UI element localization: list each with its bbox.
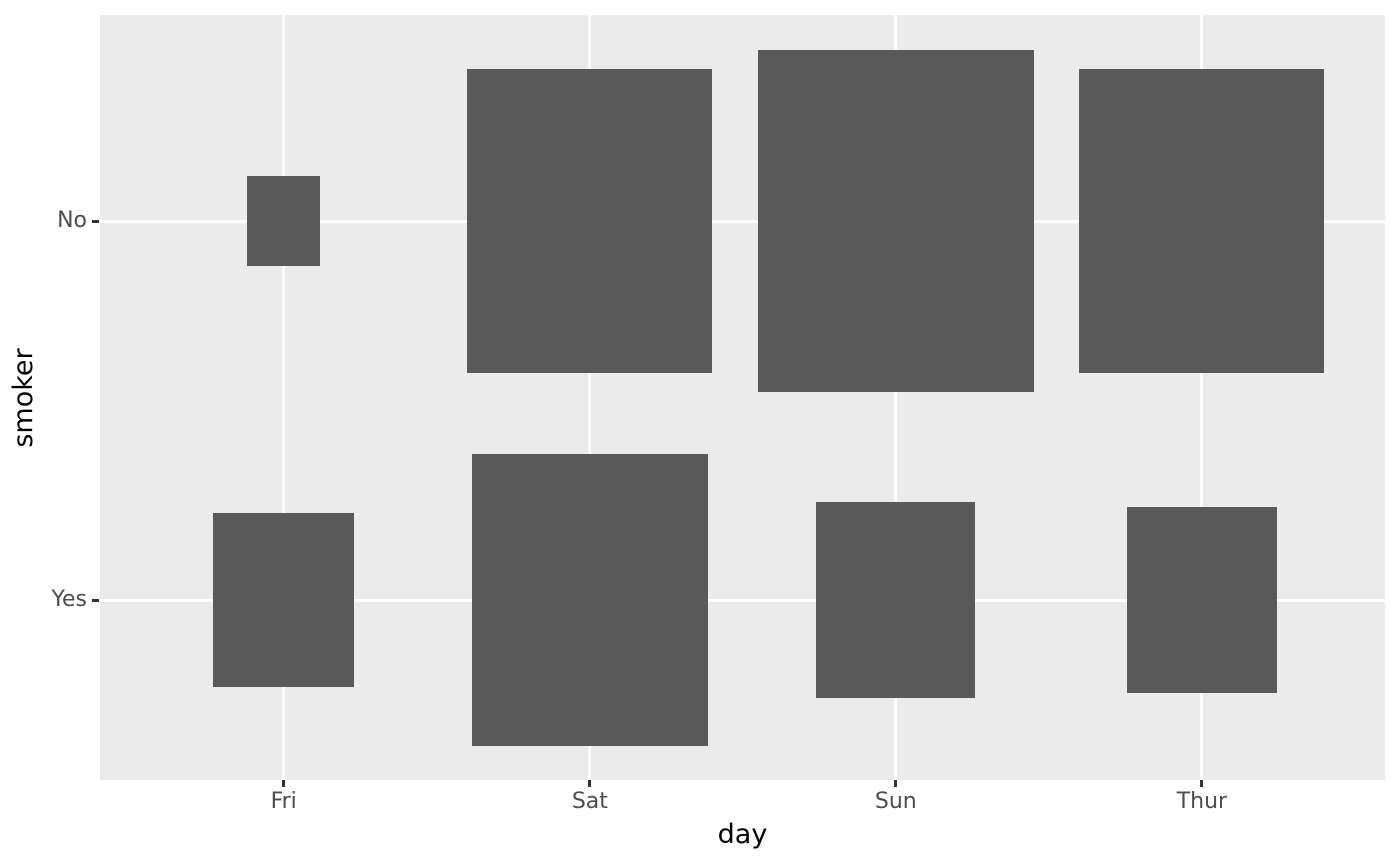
x-tick-label-Sat: Sat (571, 789, 608, 814)
x-tick-label-Sun: Sun (874, 789, 917, 814)
count-mark-Sun-Yes (816, 501, 976, 699)
x-tick-Sun (894, 780, 898, 787)
y-tick-label-No: No (57, 208, 87, 233)
x-tick-label-Thur: Thur (1176, 789, 1228, 814)
x-tick-Thur (1200, 780, 1204, 787)
gridline-y-No (100, 219, 1385, 223)
y-tick-No (92, 219, 99, 223)
gridline-x-Sat (588, 15, 592, 780)
y-tick-Yes (92, 598, 99, 602)
x-tick-label-Fri: Fri (270, 789, 297, 814)
gridline-x-Thur (1200, 15, 1204, 780)
y-tick-label-Yes: Yes (51, 587, 87, 612)
count-mark-Thur-Yes (1126, 506, 1278, 694)
plot-panel (100, 15, 1385, 780)
count-mark-Fri-No (247, 175, 321, 267)
x-tick-Fri (282, 780, 286, 787)
count-mark-Sat-Yes (471, 453, 709, 747)
gridline-x-Sun (894, 15, 898, 780)
gridline-y-Yes (100, 598, 1385, 602)
count-mark-Thur-No (1079, 69, 1325, 373)
count-mark-Sat-No (467, 69, 713, 373)
count-mark-Sun-No (758, 50, 1034, 392)
x-axis-title: day (717, 819, 768, 850)
y-axis-title: smoker (8, 347, 40, 448)
count-mark-Fri-Yes (213, 512, 355, 688)
x-tick-Sat (588, 780, 592, 787)
gridline-x-Fri (282, 15, 286, 780)
